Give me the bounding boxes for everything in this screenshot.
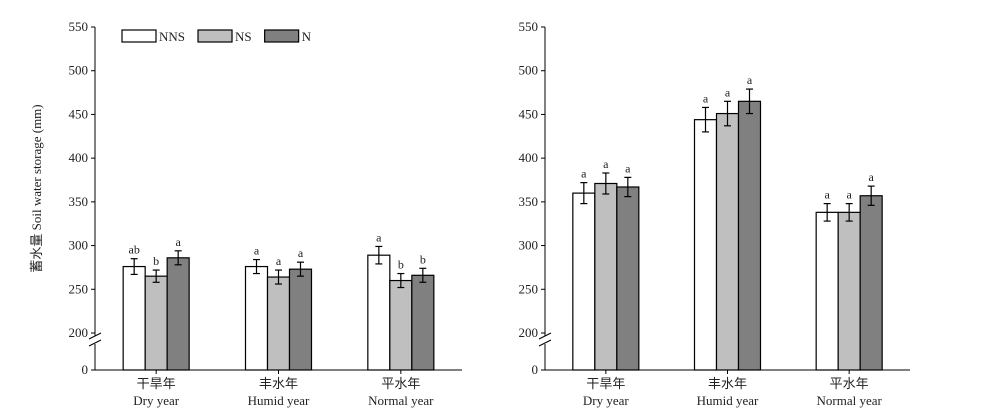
bar-ns xyxy=(389,279,413,371)
significance-label: a xyxy=(298,246,304,260)
legend-swatch-n xyxy=(264,29,300,43)
legend-label: NNS xyxy=(159,29,185,44)
bar-ns xyxy=(594,182,618,371)
y-tick-label: 400 xyxy=(519,150,539,165)
significance-label: a xyxy=(254,244,260,258)
significance-label: b xyxy=(420,252,426,266)
bar-nns xyxy=(367,254,391,371)
axis-break-mark xyxy=(538,332,552,340)
significance-label: b xyxy=(398,258,404,272)
y-tick-label: 450 xyxy=(519,106,539,121)
legend-label: NS xyxy=(235,29,252,44)
y-tick-label: 300 xyxy=(69,238,89,253)
axis-break-mark xyxy=(538,339,552,347)
significance-label: a xyxy=(603,157,609,171)
legend-swatch-ns xyxy=(197,29,233,43)
x-category-label-zh: 丰水年 xyxy=(259,377,298,392)
significance-label: a xyxy=(176,235,182,249)
x-category-label-en: Humid year xyxy=(248,393,310,408)
legend-label: N xyxy=(302,29,312,44)
bar-n xyxy=(166,257,190,371)
y-axis-label: 蓄水量 Soil water storage (mm) xyxy=(29,104,44,272)
y-tick-label: 250 xyxy=(519,281,539,296)
significance-label: a xyxy=(703,91,709,105)
y-tick-label: 500 xyxy=(519,63,539,78)
bar-n xyxy=(616,186,640,371)
significance-label: a xyxy=(725,85,731,99)
significance-label: a xyxy=(276,254,282,268)
bar-nns xyxy=(572,192,596,371)
significance-label: a xyxy=(825,188,831,202)
bar-nns xyxy=(122,265,146,371)
x-category-label-zh: 丰水年 xyxy=(708,377,747,392)
x-category-label-en: Humid year xyxy=(697,393,759,408)
y-tick-label: 300 xyxy=(519,238,539,253)
significance-label: ab xyxy=(129,243,140,257)
significance-label: a xyxy=(625,161,631,175)
y-tick-label: 350 xyxy=(519,194,539,209)
y-tick-label: 350 xyxy=(69,194,89,209)
bar-nns xyxy=(815,211,839,371)
bar-ns xyxy=(144,275,168,371)
bar-n xyxy=(411,274,435,371)
bar-ns xyxy=(715,112,740,371)
legend: NNS NS N xyxy=(121,29,312,44)
axis-break-mark xyxy=(88,332,102,340)
significance-label: a xyxy=(869,170,875,184)
bar-nns xyxy=(693,119,718,371)
y-tick-label: 550 xyxy=(519,19,539,34)
y-tick-label: 0 xyxy=(82,362,89,377)
bar-n xyxy=(859,195,883,371)
y-tick-label: 200 xyxy=(69,325,89,340)
significance-label: a xyxy=(581,167,587,181)
y-tick-label: 450 xyxy=(69,106,89,121)
bar-n xyxy=(737,100,762,371)
x-category-label-zh: 平水年 xyxy=(830,377,869,392)
bar-ns xyxy=(837,211,861,371)
y-tick-label: 250 xyxy=(69,281,89,296)
bar-nns xyxy=(244,265,269,371)
left-panel: 0 200 250 300 350 400 450 500 550 蓄水量 Soil water … xyxy=(29,19,462,408)
x-category-label-en: Normal year xyxy=(368,393,434,408)
x-category-label-en: Normal year xyxy=(816,393,882,408)
legend-swatch-nns xyxy=(121,29,157,43)
significance-label: a xyxy=(747,73,753,87)
y-tick-label: 0 xyxy=(532,362,539,377)
y-tick-label: 550 xyxy=(69,19,89,34)
y-tick-label: 400 xyxy=(69,150,89,165)
significance-label: a xyxy=(847,188,853,202)
x-category-label-zh: 干旱年 xyxy=(137,377,176,392)
x-category-label-en: Dry year xyxy=(133,393,180,408)
significance-label: b xyxy=(153,254,159,268)
y-tick-label: 200 xyxy=(519,325,539,340)
x-category-label-en: Dry year xyxy=(583,393,630,408)
axis-break-mark xyxy=(88,339,102,347)
bar-ns xyxy=(266,276,291,371)
x-category-label-zh: 平水年 xyxy=(381,377,420,392)
x-category-label-zh: 干旱年 xyxy=(586,377,625,392)
bar-n xyxy=(288,268,313,371)
y-tick-label: 500 xyxy=(69,63,89,78)
significance-label: a xyxy=(376,230,382,244)
